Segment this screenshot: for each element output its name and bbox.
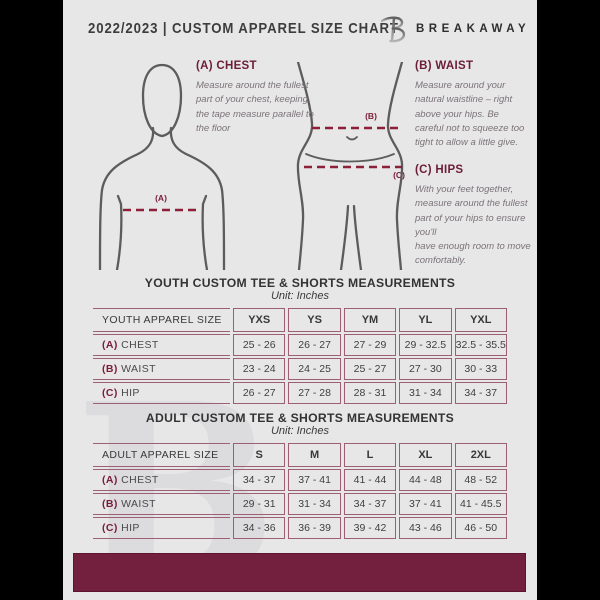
measurement-cell: 44 - 48 [399,469,452,491]
youth-size-table: YOUTH APPAREL SIZE YXS YS YM YL YXL (A) CHEST 2… [90,306,510,406]
hips-guide: (C) HIPS With your feet together, measur… [415,164,533,269]
measurement-cell: 31 - 34 [288,493,341,515]
size-column-header: YS [288,308,341,332]
measurement-cell: 36 - 39 [288,517,341,539]
measurement-cell: 30 - 33 [454,358,507,380]
size-column-header: XL [399,443,452,467]
measurement-cell: 32.5 - 35.5 [454,334,507,356]
adult-table-unit: Unit: Inches [270,425,330,437]
measurement-cell: 23 - 24 [233,358,286,380]
size-chart-page: 2022/2023 | CUSTOM APPAREL SIZE CHART BR… [63,0,537,600]
measurement-cell: 37 - 41 [399,493,452,515]
measurement-cell: 43 - 46 [399,517,452,539]
measurement-cell: 41 - 45.5 [454,493,507,515]
size-column-header: YXL [454,308,507,332]
adult-size-table: ADULT APPAREL SIZE S M L XL 2XL (A) CHEST 34 - … [90,441,510,541]
row-label-prefix: (B) [102,498,118,510]
size-table-label: ADULT APPAREL SIZE [93,443,230,467]
size-column-header: 2XL [454,443,507,467]
table-row: (C) HIP 34 - 36 36 - 39 39 - 42 43 - 46 46 - … [93,517,507,539]
size-header-row: ADULT APPAREL SIZE S M L XL 2XL [93,443,507,467]
brand-name: BREAKAWAY [416,23,531,35]
waist-guide-heading: (B) WAIST [415,60,474,72]
row-label-prefix: (B) [102,363,118,375]
measurement-cell: 31 - 34 [399,382,452,404]
brand-logo: BREAKAWAY [381,13,530,45]
chest-guide-heading: (A) CHEST [196,60,257,72]
size-column-header: YXS [233,308,286,332]
measurement-cell: 48 - 52 [454,469,507,491]
measurement-cell: 29 - 31 [233,493,286,515]
footer-bar [73,553,526,592]
measurement-cell: 34 - 37 [343,493,397,515]
size-table-body: ADULT APPAREL SIZE S M L XL 2XL (A) CHEST 34 - … [93,443,507,539]
table-row: (B) WAIST 23 - 24 24 - 25 25 - 27 27 - 30 30 … [93,358,507,380]
hips-marker-label: (C) [393,170,405,180]
size-header-row: YOUTH APPAREL SIZE YXS YS YM YL YXL [93,308,507,332]
measurement-cell: 26 - 27 [288,334,341,356]
measurement-cell: 25 - 27 [343,358,397,380]
size-column-header: L [343,443,397,467]
row-label: (C) HIP [93,382,230,404]
measurement-cell: 27 - 29 [343,334,397,356]
measurement-cell: 25 - 26 [233,334,286,356]
row-label: (B) WAIST [93,358,230,380]
size-column-header: M [288,443,341,467]
measurement-cell: 24 - 25 [288,358,341,380]
measurement-cell: 34 - 37 [454,382,507,404]
waist-guide: (B) WAIST Measure around your natural wa… [415,60,527,150]
hips-front-figure [296,62,404,270]
hips-guide-heading: (C) HIPS [415,164,464,176]
measurement-cell: 39 - 42 [343,517,397,539]
size-column-header: YL [399,308,452,332]
size-column-header: YM [343,308,397,332]
measurement-cell: 27 - 28 [288,382,341,404]
row-label: (B) WAIST [93,493,230,515]
measurement-cell: 29 - 32.5 [399,334,452,356]
measurement-cell: 46 - 50 [454,517,507,539]
measurement-cell: 34 - 37 [233,469,286,491]
chest-guide-body: Measure around the fullest part of your … [196,80,314,134]
torso-front-figure [98,63,226,270]
chest-marker-label: (A) [155,193,167,203]
size-table-label: YOUTH APPAREL SIZE [93,308,230,332]
table-row: (B) WAIST 29 - 31 31 - 34 34 - 37 37 - 41 41 … [93,493,507,515]
waist-guide-body: Measure around your natural waistline – … [415,80,525,148]
page-title: 2022/2023 | CUSTOM APPAREL SIZE CHART [88,20,399,37]
table-row: (C) HIP 26 - 27 27 - 28 28 - 31 31 - 34 34 - … [93,382,507,404]
measurement-cell: 34 - 36 [233,517,286,539]
row-label-prefix: (C) [102,522,118,534]
hips-guide-body: With your feet together, measure around … [415,184,531,267]
measurement-cell: 41 - 44 [343,469,397,491]
size-table-body: YOUTH APPAREL SIZE YXS YS YM YL YXL (A) CHEST 2… [93,308,507,404]
table-row: (A) CHEST 25 - 26 26 - 27 27 - 29 29 - 32.5 3… [93,334,507,356]
adult-table-title: ADULT CUSTOM TEE & SHORTS MEASUREMENTS [145,411,455,425]
measurement-cell: 27 - 30 [399,358,452,380]
youth-table-unit: Unit: Inches [270,290,330,302]
chest-guide: (A) CHEST Measure around the fullest par… [196,60,316,136]
waist-marker-label: (B) [365,111,377,121]
table-row: (A) CHEST 34 - 37 37 - 41 41 - 44 44 - 48 48 … [93,469,507,491]
row-label-prefix: (A) [102,474,118,486]
youth-table-title: YOUTH CUSTOM TEE & SHORTS MEASUREMENTS [144,276,456,290]
row-label-prefix: (C) [102,387,118,399]
measurement-cell: 37 - 41 [288,469,341,491]
measurement-cell: 28 - 31 [343,382,397,404]
row-label: (A) CHEST [93,469,230,491]
row-label: (A) CHEST [93,334,230,356]
size-column-header: S [233,443,286,467]
measurement-cell: 26 - 27 [233,382,286,404]
row-label-prefix: (A) [102,339,118,351]
breakaway-b-icon [381,16,406,43]
row-label: (C) HIP [93,517,230,539]
